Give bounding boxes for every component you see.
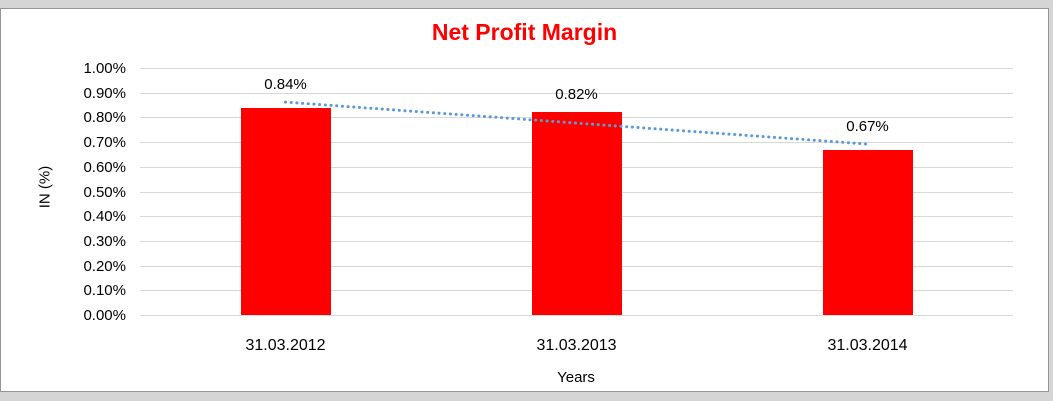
y-tick-label: 0.50% xyxy=(83,183,126,201)
trendline xyxy=(284,100,869,146)
y-tick-label: 0.10% xyxy=(83,282,126,300)
x-tick-label: 31.03.2012 xyxy=(245,337,326,354)
y-tick-label: 0.20% xyxy=(83,257,126,275)
y-tick-label: 0.00% xyxy=(83,307,126,324)
gridline xyxy=(140,68,1013,69)
x-tick-label: 31.03.2014 xyxy=(827,337,908,354)
y-tick-label: 0.30% xyxy=(83,232,126,250)
bar-31.03.2012 xyxy=(241,108,331,315)
y-tick-label: 0.90% xyxy=(83,84,126,102)
plot-area: 0.84% 0.82% 0.67% xyxy=(140,68,1013,316)
chart-title: Net Profit Margin xyxy=(431,19,618,45)
data-label: 0.67% xyxy=(846,118,889,135)
y-tick-label: 1.00% xyxy=(83,60,126,77)
x-tick-label: 31.03.2013 xyxy=(536,337,617,354)
y-tick-label: 0.80% xyxy=(83,109,126,127)
bar-31.03.2013 xyxy=(532,112,622,315)
y-tick-label: 0.40% xyxy=(83,208,126,226)
gridline xyxy=(140,93,1013,94)
chart-area: Net Profit Margin IN (%) 0.84% 0.82% 0.67%… xyxy=(0,8,1049,392)
data-label: 0.84% xyxy=(264,76,307,93)
data-label: 0.82% xyxy=(555,86,598,103)
y-tick-label: 0.70% xyxy=(83,134,126,152)
y-tick-label: 0.60% xyxy=(83,158,126,176)
gridline xyxy=(140,315,1013,316)
x-axis-title: Years xyxy=(557,369,595,386)
bar-31.03.2014 xyxy=(823,150,913,315)
